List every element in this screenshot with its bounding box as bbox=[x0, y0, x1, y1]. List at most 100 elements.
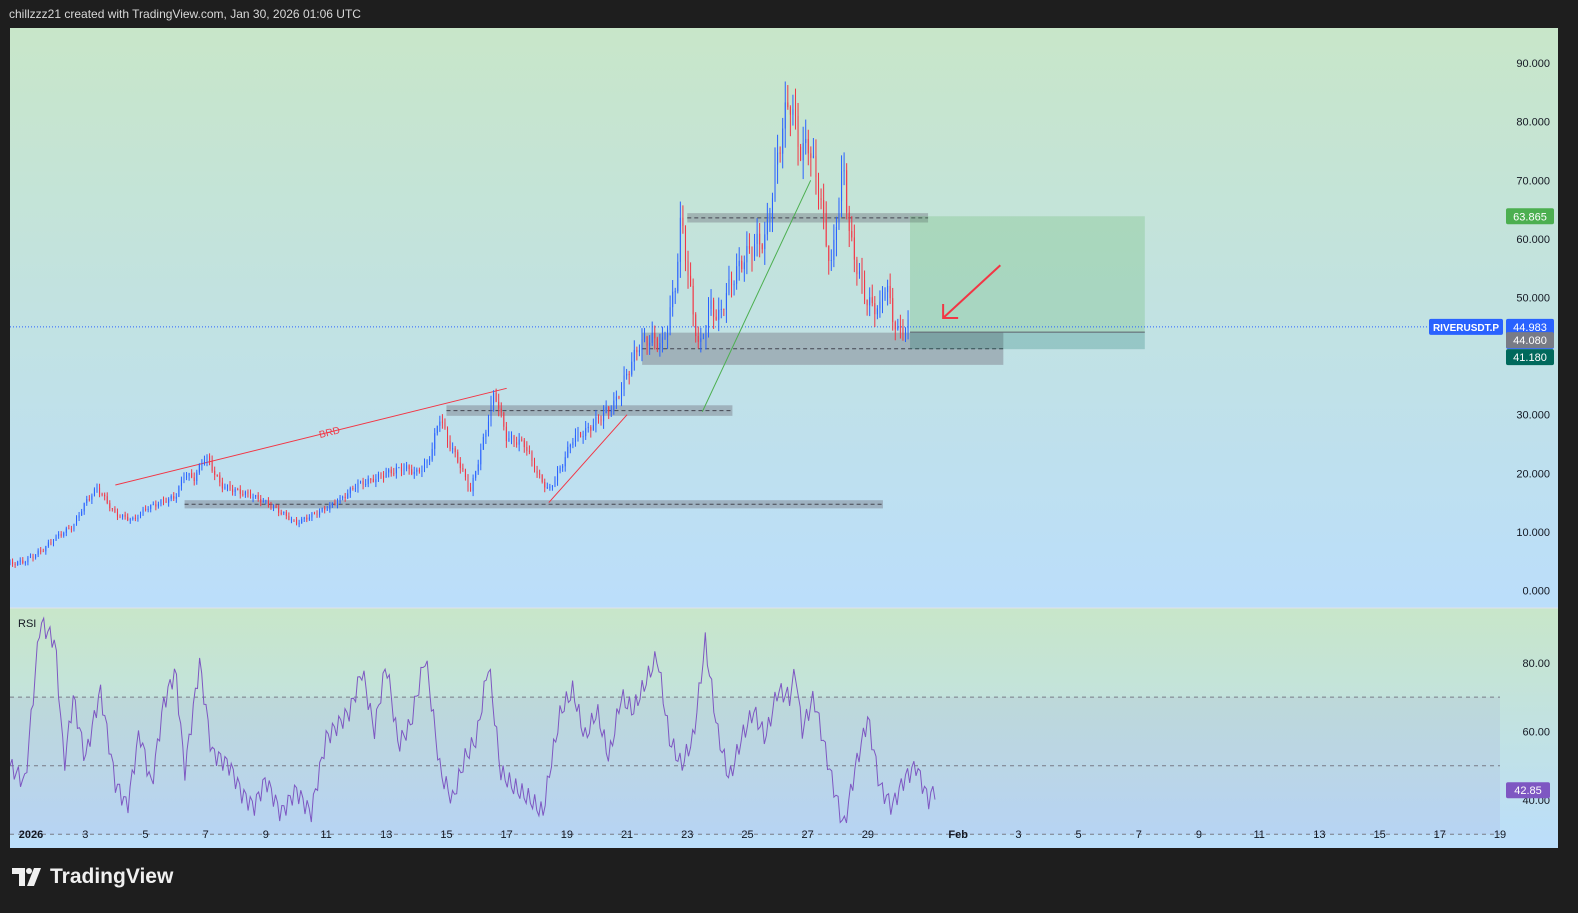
candle-body bbox=[127, 516, 129, 521]
candle-body bbox=[487, 421, 489, 432]
candle-body bbox=[723, 308, 725, 310]
candle-body bbox=[541, 474, 543, 483]
candle-body bbox=[63, 532, 65, 536]
candle-body bbox=[907, 319, 909, 329]
candle-body bbox=[692, 285, 694, 315]
candle-body bbox=[510, 435, 512, 439]
candle-body bbox=[631, 361, 633, 375]
candle-body bbox=[743, 262, 745, 270]
candle-body bbox=[145, 508, 147, 510]
candle-body bbox=[623, 375, 625, 390]
candle-body bbox=[851, 230, 853, 238]
candle-body bbox=[702, 338, 704, 340]
take-profit-label: 63.865 bbox=[1513, 211, 1547, 223]
candle-body bbox=[17, 561, 19, 566]
candle-body bbox=[35, 554, 37, 558]
candle-body bbox=[805, 138, 807, 144]
candle-body bbox=[76, 517, 78, 525]
x-tick-label: 7 bbox=[1136, 829, 1142, 841]
candle-body bbox=[876, 308, 878, 315]
candle-body bbox=[296, 519, 298, 524]
x-tick-label: 25 bbox=[741, 829, 753, 841]
candle-body bbox=[677, 261, 679, 292]
candle-body bbox=[825, 213, 827, 246]
arrow-drawing-shaft bbox=[942, 264, 1002, 319]
candle-body bbox=[500, 408, 502, 413]
candle-body bbox=[477, 464, 479, 472]
candle-body bbox=[493, 392, 495, 404]
candle-body bbox=[58, 534, 60, 536]
candle-body bbox=[91, 495, 93, 500]
candle-body bbox=[590, 426, 592, 431]
candle-body bbox=[690, 275, 692, 286]
stop-loss-label-bg bbox=[1506, 349, 1554, 366]
candle-body bbox=[255, 495, 257, 497]
rsi-pane-background bbox=[10, 608, 1558, 848]
candle-body bbox=[216, 474, 218, 476]
candle-body bbox=[521, 439, 523, 441]
candle-body bbox=[756, 233, 758, 244]
candle-body bbox=[354, 488, 356, 490]
candle-body bbox=[582, 436, 584, 438]
candle-body bbox=[858, 271, 860, 275]
candle-body bbox=[741, 260, 743, 270]
candle-body bbox=[720, 308, 722, 310]
x-tick-label: 11 bbox=[320, 829, 331, 841]
candle-body bbox=[628, 373, 630, 375]
candle-body bbox=[252, 496, 254, 499]
candle-body bbox=[196, 472, 198, 481]
candle-body bbox=[388, 469, 390, 473]
candle-body bbox=[191, 473, 193, 478]
candle-body bbox=[416, 469, 418, 472]
long-position-stop-zone bbox=[910, 332, 1145, 350]
candle-body bbox=[779, 152, 781, 154]
candle-body bbox=[109, 503, 111, 509]
candle-body bbox=[68, 528, 70, 530]
x-tick-label: 29 bbox=[862, 829, 874, 841]
candle-body bbox=[654, 332, 656, 339]
candle-body bbox=[180, 479, 182, 487]
candle-body bbox=[518, 439, 520, 445]
price-chart[interactable]: BRD RSI 90.00080.00070.00060.00050.00030… bbox=[10, 28, 1558, 848]
candle-body bbox=[244, 491, 246, 495]
candle-body bbox=[846, 170, 848, 213]
x-tick-label: 2026 bbox=[19, 829, 43, 841]
candle-body bbox=[856, 259, 858, 275]
candle-body bbox=[800, 146, 802, 161]
candle-body bbox=[452, 448, 454, 450]
candle-body bbox=[887, 285, 889, 293]
candle-body bbox=[219, 475, 221, 483]
candle-body bbox=[40, 550, 42, 552]
chart-frame[interactable]: BRD RSI 90.000 80.000 70.000 60.000 50.000 30… bbox=[10, 28, 1558, 848]
candle-body bbox=[234, 489, 236, 493]
candle-body bbox=[188, 473, 190, 476]
candle-body bbox=[193, 477, 195, 481]
candle-body bbox=[27, 557, 29, 563]
tradingview-logo[interactable]: TradingView bbox=[12, 865, 173, 889]
candle-body bbox=[621, 389, 623, 399]
candle-body bbox=[316, 513, 318, 515]
candle-body bbox=[139, 512, 141, 518]
candle-body bbox=[810, 153, 812, 158]
candle-body bbox=[342, 496, 344, 498]
drawing-label-1: BRD bbox=[318, 425, 341, 441]
candle-body bbox=[710, 300, 712, 309]
candle-body bbox=[725, 293, 727, 310]
candle-body bbox=[802, 143, 804, 161]
candle-body bbox=[19, 560, 21, 562]
candle-body bbox=[237, 489, 239, 491]
candle-body bbox=[559, 467, 561, 472]
y-tick-label: 50.000 bbox=[1516, 292, 1550, 304]
candle-body bbox=[408, 465, 410, 470]
candle-body bbox=[546, 487, 548, 489]
candle-body bbox=[557, 471, 559, 481]
candle-body bbox=[679, 217, 681, 262]
entry-price-label: 44.080 bbox=[1513, 335, 1547, 347]
candle-body bbox=[436, 425, 438, 434]
candle-body bbox=[439, 421, 441, 426]
x-tick-label: Feb bbox=[948, 829, 968, 841]
candle-body bbox=[894, 322, 896, 330]
candle-body bbox=[818, 177, 820, 199]
candle-body bbox=[462, 468, 464, 470]
candle-body bbox=[50, 542, 52, 544]
